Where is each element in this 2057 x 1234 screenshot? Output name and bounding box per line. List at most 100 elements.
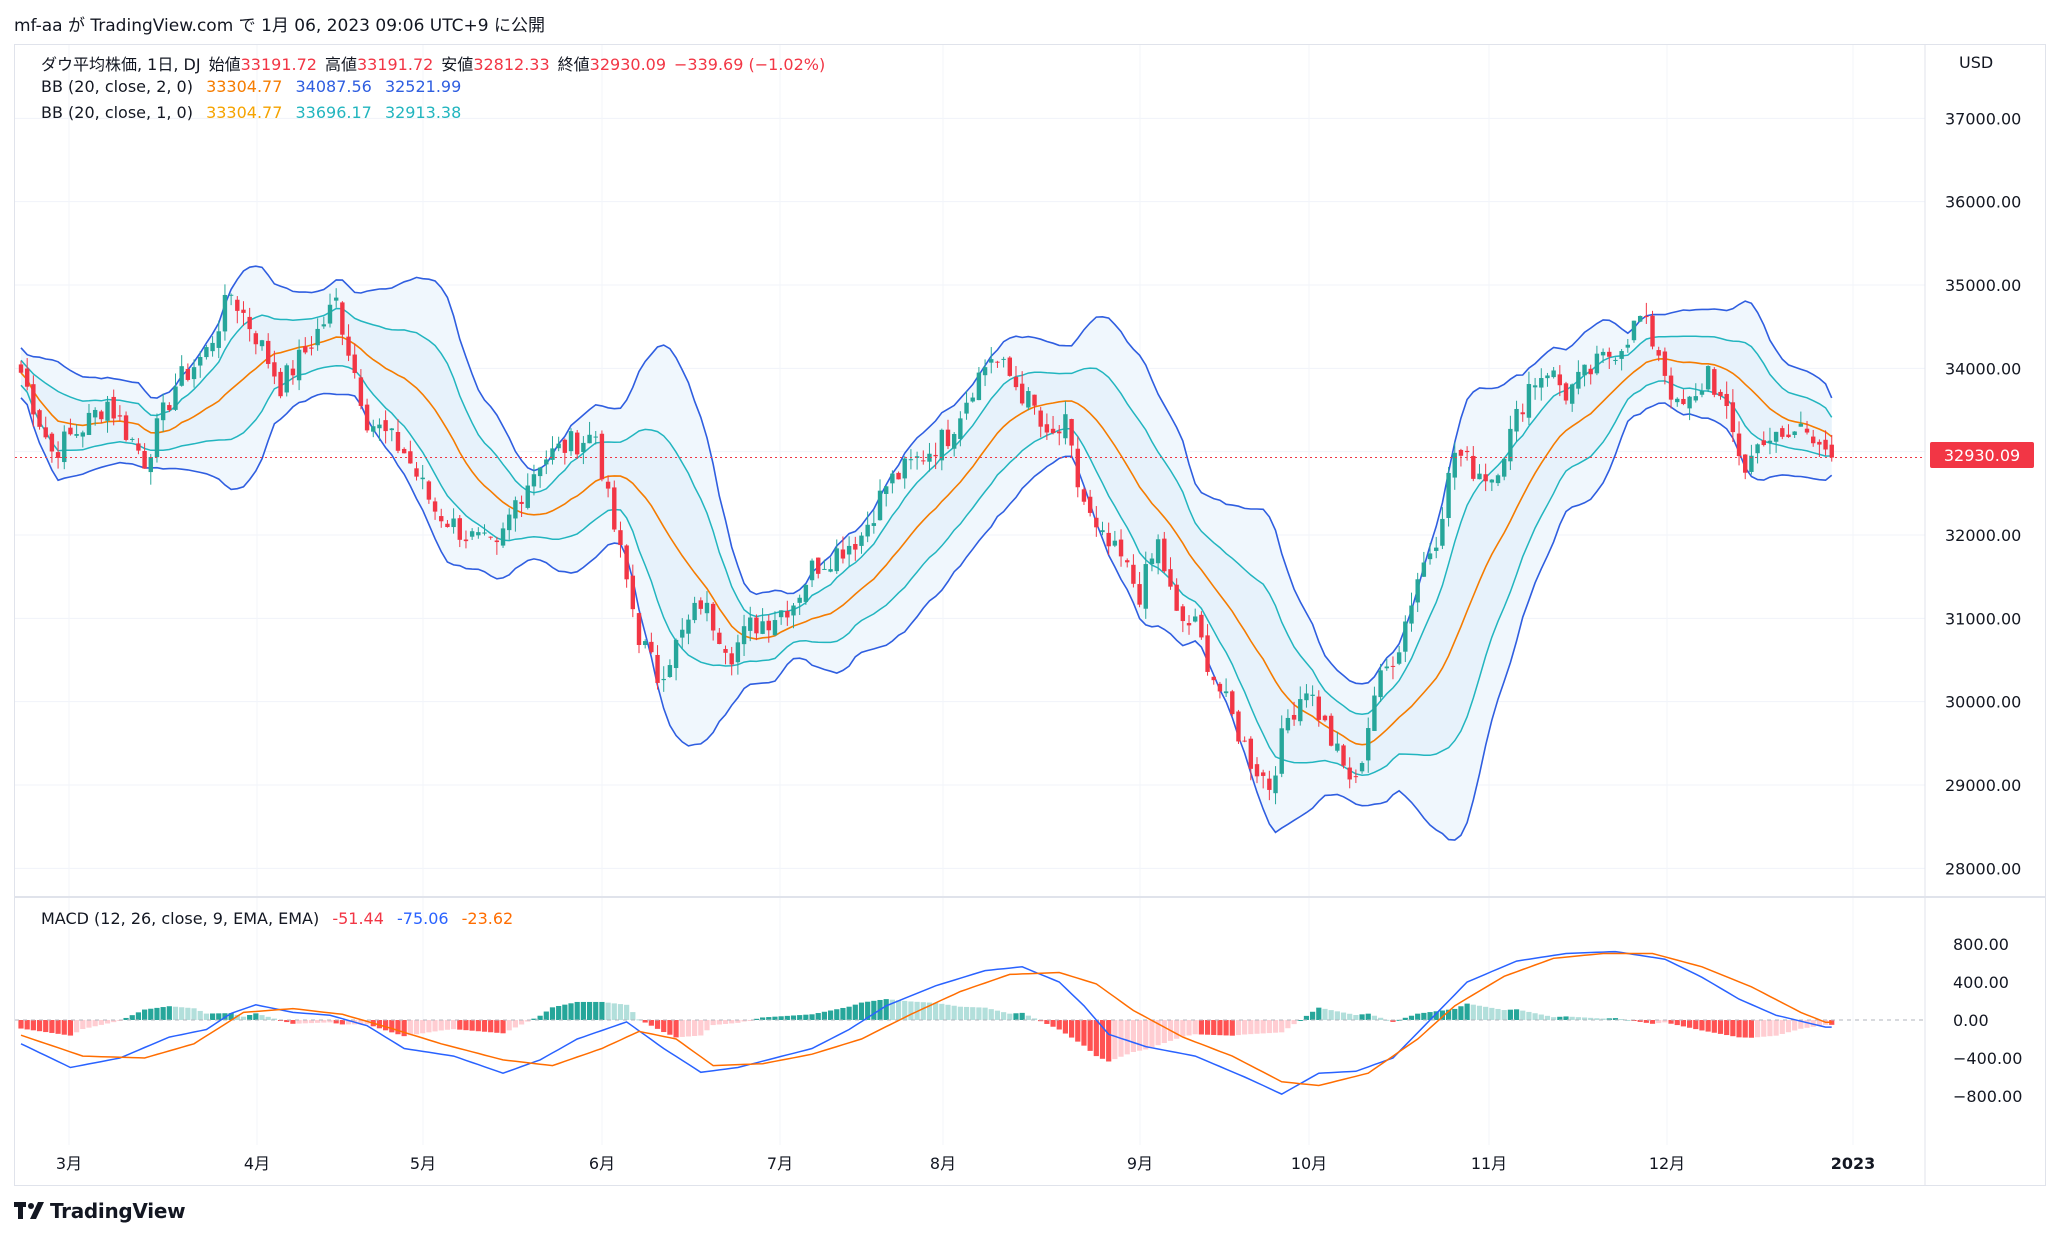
macd-hist-bar	[512, 1020, 518, 1028]
macd-hist-bar	[1310, 1011, 1316, 1020]
candle-body	[253, 333, 259, 345]
macd-hist-bar	[1260, 1020, 1266, 1034]
candle-body	[18, 364, 24, 373]
candle-body	[1378, 670, 1383, 698]
candle-body	[469, 531, 475, 537]
macd-hist-bar	[988, 1009, 994, 1020]
candle-body	[556, 443, 561, 449]
candle-body	[568, 431, 574, 452]
bollinger-fill	[21, 266, 1832, 840]
candle-body	[371, 426, 376, 432]
bb2-upper: 34087.56	[295, 77, 372, 96]
candle-body	[204, 347, 209, 358]
candle-body	[1452, 452, 1457, 478]
bb-basis-line	[20, 336, 1833, 746]
candle-body	[1322, 715, 1328, 721]
candle-body	[37, 410, 42, 427]
bb1-legend[interactable]: BB (20, close, 1, 0) 33304.77 33696.17 3…	[41, 103, 469, 122]
macd-hist-bar	[951, 1005, 957, 1020]
macd-hist-bar	[1174, 1020, 1180, 1039]
candle-body	[673, 639, 679, 669]
chart-frame[interactable]: 37000.0036000.0035000.0034000.0033000.00…	[14, 44, 2046, 1186]
macd-hist-bar	[172, 1006, 179, 1020]
macd-hist-bar	[240, 1016, 247, 1020]
macd-hist-bar	[321, 1020, 327, 1023]
candle-body	[834, 548, 839, 572]
candle-body	[822, 568, 827, 570]
candle-body	[1199, 614, 1204, 638]
tradingview-footer[interactable]: TradingView	[14, 1196, 186, 1226]
macd-hist-bar	[549, 1007, 556, 1020]
candle-body	[914, 456, 920, 458]
macd-hist-bar	[55, 1020, 61, 1034]
macd-hist-bar	[1192, 1020, 1198, 1035]
macd-hist-bar	[1347, 1013, 1353, 1020]
candle-body	[525, 485, 530, 508]
macd-hist-bar	[1761, 1020, 1767, 1037]
candle-body	[426, 481, 432, 500]
candle-body	[1817, 441, 1822, 445]
candle-body	[167, 405, 172, 411]
macd-hist-bar	[1606, 1018, 1612, 1020]
macd-hist-bar	[383, 1020, 389, 1031]
candle-body	[1050, 428, 1056, 434]
candle-body	[99, 411, 104, 420]
macd-hist-bar	[135, 1012, 142, 1020]
macd-hist-bar	[1031, 1018, 1038, 1020]
candle-body	[1125, 560, 1130, 563]
candle-body	[395, 431, 401, 451]
candle-body	[463, 539, 469, 542]
bb1-upper-line	[20, 307, 1833, 716]
tradingview-brand: TradingView	[50, 1199, 186, 1223]
macd-line	[20, 950, 1832, 1095]
candle-body	[445, 523, 450, 528]
macd-hist-bar	[339, 1020, 345, 1025]
candle-body	[809, 560, 815, 581]
candle-body	[1427, 553, 1433, 560]
candle-body	[439, 516, 444, 522]
candle-body	[1712, 369, 1717, 395]
candle-body	[1724, 393, 1729, 407]
candle-body	[1532, 385, 1538, 388]
macd-hist-bar	[1087, 1020, 1093, 1051]
macd-hist-bar	[1272, 1020, 1279, 1033]
bb1-lower: 32913.38	[384, 103, 462, 122]
candle-body	[692, 602, 697, 621]
macd-hist-bar	[1106, 1020, 1112, 1062]
time-tick-label: 2023	[1831, 1154, 1876, 1173]
macd-hist-bar	[1427, 1012, 1433, 1020]
macd-hist-bar	[1328, 1010, 1334, 1020]
candle-body	[976, 372, 982, 401]
macd-hist-bar	[1143, 1020, 1149, 1050]
macd-hist-bar	[197, 1010, 203, 1020]
grid-lines	[15, 45, 1925, 1145]
macd-hist-bar	[1229, 1020, 1235, 1036]
macd-hist-bar	[1099, 1020, 1106, 1059]
macd-hist-bar	[1186, 1020, 1192, 1036]
macd-hist-bar	[1829, 1020, 1835, 1025]
macd-legend[interactable]: MACD (12, 26, close, 9, EMA, EMA) -51.44…	[41, 909, 521, 928]
chart-canvas[interactable]: 37000.0036000.0035000.0034000.0033000.00…	[15, 45, 2045, 1185]
macd-hist-bar	[741, 1020, 747, 1022]
candle-body	[136, 443, 141, 451]
bb2-legend[interactable]: BB (20, close, 2, 0) 33304.77 34087.56 3…	[41, 77, 469, 96]
macd-hist-bar	[469, 1020, 475, 1031]
candle-body	[1446, 473, 1451, 518]
macd-hist-bar	[648, 1020, 654, 1026]
macd-hist-bar	[395, 1020, 401, 1035]
candle-body	[1100, 530, 1105, 533]
macd-hist-bar	[945, 1004, 951, 1020]
macd-hist-bar	[1637, 1020, 1643, 1022]
candle-body	[235, 299, 240, 311]
macd-hist-bar	[1680, 1020, 1687, 1027]
symbol-info: ダウ平均株価, 1日, DJ	[41, 55, 201, 74]
candle-body	[1569, 384, 1575, 404]
macd-hist-bar	[148, 1008, 154, 1020]
candle-body	[321, 324, 327, 327]
candle-body	[1705, 366, 1711, 390]
macd-hist-bar	[228, 1013, 234, 1020]
macd-hist-bar	[1266, 1020, 1272, 1034]
macd-hist-bar	[518, 1020, 525, 1025]
candle-body	[1205, 635, 1210, 672]
macd-hist-bar	[1093, 1020, 1099, 1057]
